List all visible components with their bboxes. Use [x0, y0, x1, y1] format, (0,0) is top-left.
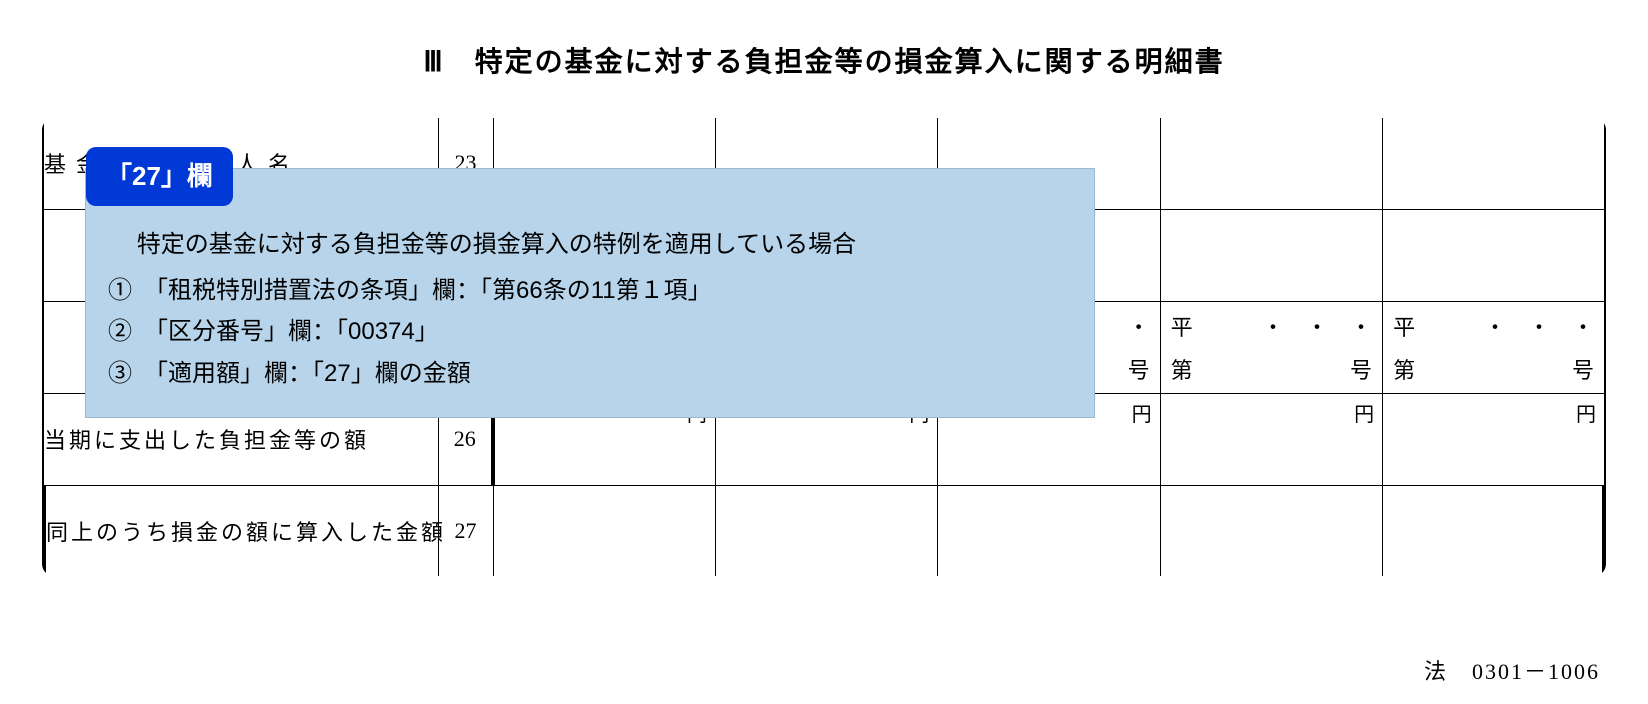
- gou-text: 号: [1350, 353, 1372, 385]
- row-27-c4: [1160, 485, 1382, 577]
- row-25-c4-bottom: 第 号: [1171, 353, 1372, 385]
- page: Ⅲ 特定の基金に対する負担金等の損金算入に関する明細書 基金に係る法人名 23: [0, 0, 1648, 704]
- dots-text: ・ ・ ・: [1262, 310, 1372, 342]
- row-27-c1: [493, 485, 715, 577]
- dai-text: 第: [1393, 353, 1415, 385]
- row-27-c5: [1383, 485, 1605, 577]
- row-23-c4: [1160, 117, 1382, 209]
- row-27-c3: [938, 485, 1160, 577]
- era-text: 平: [1393, 310, 1415, 342]
- callout-item-3: ③ 「適用額」欄：「27」欄の金額: [108, 354, 1072, 394]
- dots-text: ・: [1128, 310, 1150, 342]
- yen-unit: 円: [1354, 398, 1374, 427]
- callout-box: 「27」欄 特定の基金に対する負担金等の損金算入の特例を適用している場合 ① 「…: [85, 168, 1095, 418]
- row-27-num: 27: [438, 485, 493, 577]
- row-27: 同上のうち損金の額に算入した金額 27: [43, 485, 1605, 577]
- row-26-c4: 円: [1160, 393, 1382, 485]
- dai-text: 第: [1171, 353, 1193, 385]
- yen-unit: 円: [1132, 398, 1152, 427]
- row-27-c2: [715, 485, 937, 577]
- callout-lead: 特定の基金に対する負担金等の損金算入の特例を適用している場合: [108, 225, 1072, 265]
- form-table-wrap: 基金に係る法人名 23: [40, 116, 1608, 578]
- callout-badge: 「27」欄: [86, 147, 233, 206]
- form-code: 法 0301－1006: [1424, 654, 1600, 686]
- era-text: 平: [1171, 310, 1193, 342]
- row-26-c5: 円: [1383, 393, 1605, 485]
- gou-text: 号: [1128, 353, 1150, 385]
- gou-text: 号: [1572, 353, 1594, 385]
- row-25-c4-top: 平 ・ ・ ・: [1171, 310, 1372, 342]
- row-25-c5-bottom: 第 号: [1393, 353, 1594, 385]
- yen-unit: 円: [1576, 398, 1596, 427]
- callout-item-1: ① 「租税特別措置法の条項」欄：「第66条の11第１項」: [108, 271, 1072, 311]
- row-27-label: 同上のうち損金の額に算入した金額: [43, 485, 438, 577]
- row-23-c5: [1383, 117, 1605, 209]
- section-title: Ⅲ 特定の基金に対する負担金等の損金算入に関する明細書: [0, 40, 1648, 80]
- row-24-c4: [1160, 209, 1382, 301]
- callout-item-2: ② 「区分番号」欄：「00374」: [108, 312, 1072, 352]
- row-25-c5-top: 平 ・ ・ ・: [1393, 310, 1594, 342]
- row-24-c5: [1383, 209, 1605, 301]
- row-25-c4: 平 ・ ・ ・ 第 号: [1160, 301, 1382, 393]
- dots-text: ・ ・ ・: [1484, 310, 1594, 342]
- row-25-c5: 平 ・ ・ ・ 第 号: [1383, 301, 1605, 393]
